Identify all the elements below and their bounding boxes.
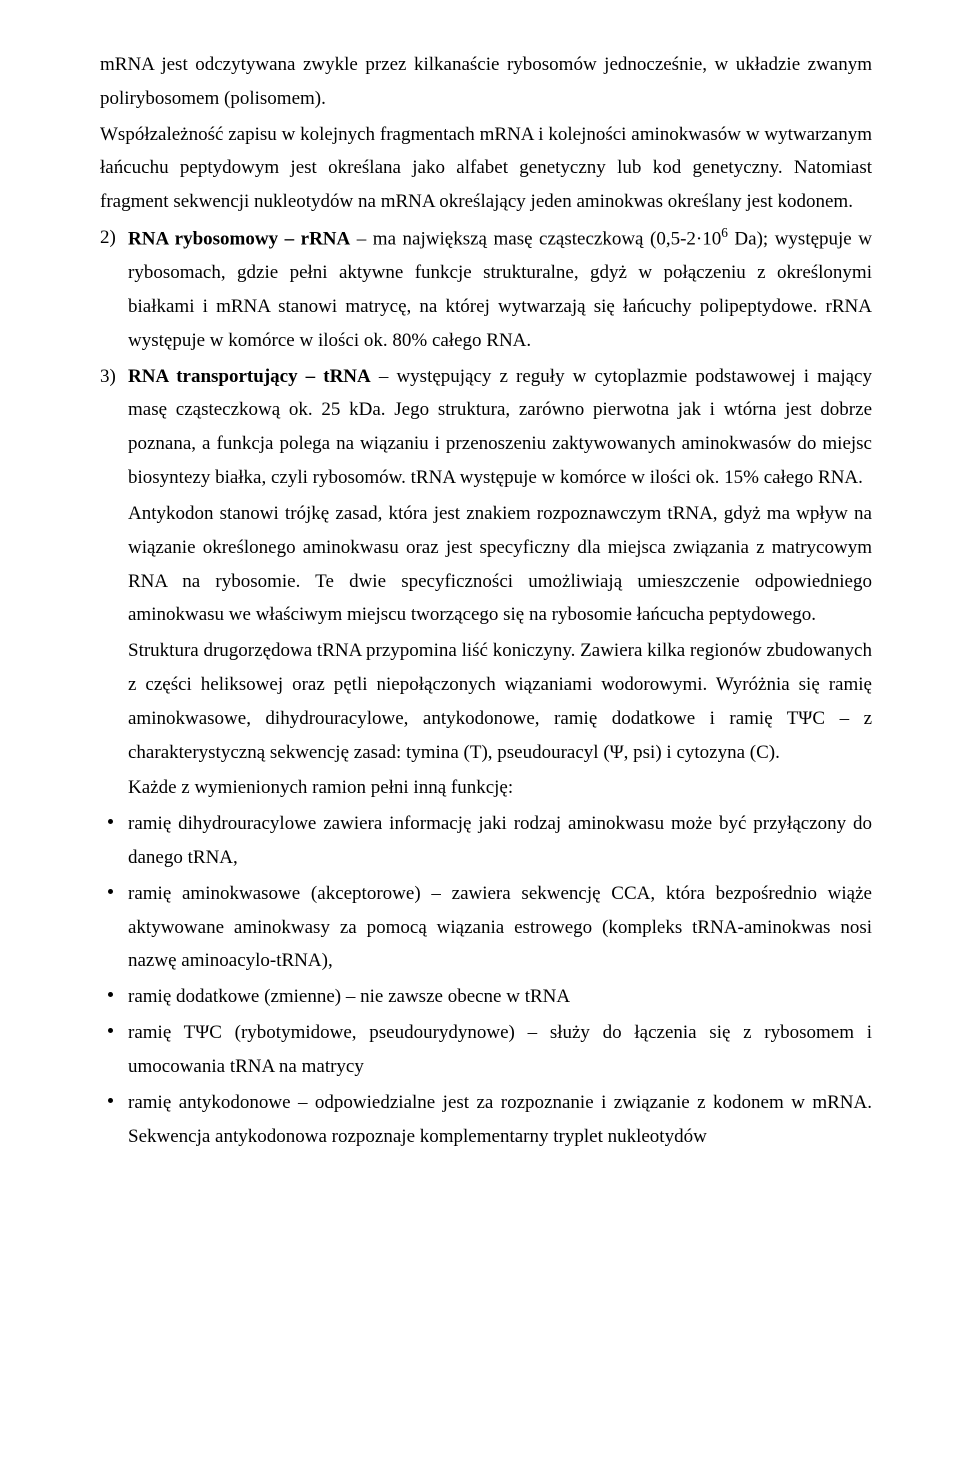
- indented-para-2: Struktura drugorzędowa tRNA przypomina l…: [128, 634, 872, 769]
- item2-bold-lead: RNA rybosomowy – rRNA: [128, 228, 350, 249]
- bullet-item-1: ramię dihydrouracylowe zawiera informacj…: [100, 807, 872, 875]
- list-number-3: 3): [100, 360, 128, 495]
- bullet-item-4: ramię TΨC (rybotymidowe, pseudourydynowe…: [100, 1016, 872, 1084]
- bullet-icon: [100, 1016, 128, 1084]
- bullet-text-1: ramię dihydrouracylowe zawiera informacj…: [128, 807, 872, 875]
- bullet-text-4: ramię TΨC (rybotymidowe, pseudourydynowe…: [128, 1016, 872, 1084]
- bullet-icon: [100, 1086, 128, 1154]
- paragraph-2: Współzależność zapisu w kolejnych fragme…: [100, 118, 872, 219]
- item3-bold-lead: RNA transportujący – tRNA: [128, 366, 371, 387]
- bullet-icon: [100, 807, 128, 875]
- list-item-2: 2) RNA rybosomowy – rRNA – ma największą…: [100, 221, 872, 358]
- bullet-icon: [100, 877, 128, 978]
- bullet-text-2: ramię aminokwasowe (akceptorowe) – zawie…: [128, 877, 872, 978]
- item2-sup: 6: [721, 225, 728, 240]
- bullet-item-2: ramię aminokwasowe (akceptorowe) – zawie…: [100, 877, 872, 978]
- bullet-item-3: ramię dodatkowe (zmienne) – nie zawsze o…: [100, 980, 872, 1014]
- item2-rest: – ma największą masę cząsteczkową (0,5-2…: [350, 228, 721, 249]
- indented-para-3: Każde z wymienionych ramion pełni inną f…: [128, 771, 872, 805]
- bullet-item-5: ramię antykodonowe – odpowiedzialne jest…: [100, 1086, 872, 1154]
- bullet-text-5: ramię antykodonowe – odpowiedzialne jest…: [128, 1086, 872, 1154]
- bullet-text-3: ramię dodatkowe (zmienne) – nie zawsze o…: [128, 980, 872, 1014]
- list-number-2: 2): [100, 221, 128, 358]
- paragraph-1: mRNA jest odczytywana zwykle przez kilka…: [100, 48, 872, 116]
- list-content-2: RNA rybosomowy – rRNA – ma największą ma…: [128, 221, 872, 358]
- bullet-icon: [100, 980, 128, 1014]
- list-item-3: 3) RNA transportujący – tRNA – występują…: [100, 360, 872, 495]
- list-content-3: RNA transportujący – tRNA – występujący …: [128, 360, 872, 495]
- indented-para-1: Antykodon stanowi trójkę zasad, która je…: [128, 497, 872, 632]
